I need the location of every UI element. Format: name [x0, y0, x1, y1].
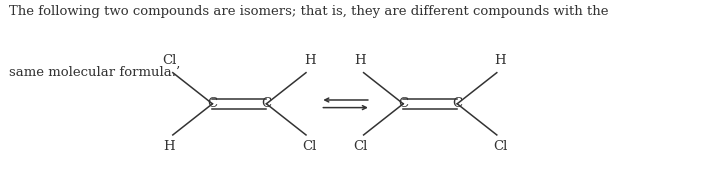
Text: Cl: Cl — [162, 54, 176, 67]
Text: H: H — [163, 140, 175, 153]
Text: C: C — [261, 97, 271, 110]
Text: C: C — [207, 97, 217, 110]
Text: H: H — [304, 54, 315, 67]
Text: Cl: Cl — [353, 140, 367, 153]
Text: C: C — [398, 97, 408, 110]
Text: The following two compounds are isomers; that is, they are different compounds w: The following two compounds are isomers;… — [9, 5, 608, 18]
Text: H: H — [354, 54, 366, 67]
Text: C: C — [452, 97, 462, 110]
Text: same molecular formula.’: same molecular formula.’ — [9, 66, 180, 79]
Text: Cl: Cl — [493, 140, 508, 153]
Text: Cl: Cl — [302, 140, 317, 153]
Text: H: H — [495, 54, 506, 67]
